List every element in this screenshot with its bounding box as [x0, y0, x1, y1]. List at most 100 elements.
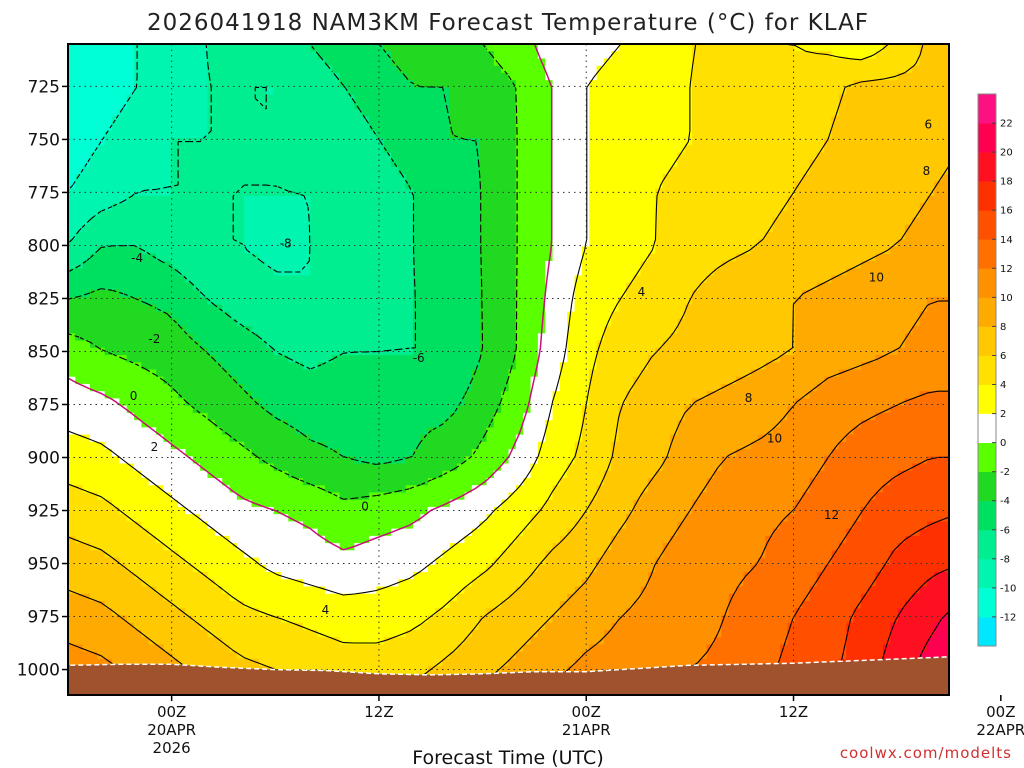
temperature-cell: [339, 130, 348, 139]
temperature-cell: [222, 224, 231, 233]
temperature-cell: [266, 557, 275, 566]
temperature-cell: [280, 550, 289, 559]
temperature-cell: [90, 217, 98, 226]
temperature-cell: [82, 232, 91, 240]
temperature-cell: [339, 203, 348, 211]
temperature-cell: [68, 326, 76, 334]
temperature-cell: [413, 412, 421, 421]
temperature-cell: [435, 268, 444, 277]
temperature-cell: [339, 572, 348, 580]
temperature-cell: [288, 311, 297, 320]
temperature-cell: [163, 232, 172, 240]
temperature-cell: [244, 275, 253, 284]
temperature-cell: [346, 456, 355, 465]
temperature-cell: [192, 521, 201, 530]
temperature-cell: [302, 427, 311, 436]
temperature-cell: [420, 543, 429, 551]
temperature-cell: [295, 58, 304, 67]
temperature-cell: [163, 622, 172, 631]
temperature-cell: [324, 355, 333, 363]
temperature-cell: [68, 159, 76, 168]
temperature-cell: [141, 644, 150, 653]
temperature-cell: [148, 644, 157, 653]
temperature-cell: [258, 593, 267, 602]
temperature-cell: [420, 109, 429, 117]
temperature-cell: [236, 261, 245, 269]
temperature-cell: [244, 485, 253, 494]
temperature-cell: [200, 405, 209, 414]
temperature-cell: [119, 159, 128, 168]
temperature-cell: [178, 253, 187, 262]
temperature-cell: [391, 333, 399, 342]
temperature-cell: [126, 72, 135, 81]
temperature-cell: [82, 87, 91, 96]
temperature-cell: [413, 666, 421, 674]
temperature-cell: [222, 492, 231, 501]
temperature-cell: [391, 217, 399, 226]
temperature-cell: [148, 405, 157, 414]
temperature-cell: [90, 159, 98, 168]
temperature-cell: [192, 528, 201, 537]
temperature-cell: [449, 304, 458, 313]
temperature-cell: [427, 557, 436, 566]
temperature-cell: [112, 485, 120, 494]
temperature-cell: [214, 166, 223, 175]
temperature-cell: [178, 398, 187, 407]
temperature-cell: [442, 441, 451, 450]
temperature-cell: [68, 622, 76, 631]
temperature-cell: [457, 391, 466, 400]
temperature-cell: [104, 391, 113, 400]
temperature-cell: [200, 651, 209, 660]
temperature-cell: [346, 130, 355, 139]
temperature-cell: [258, 333, 267, 342]
temperature-cell: [464, 333, 473, 342]
temperature-cell: [457, 195, 466, 204]
temperature-cell: [361, 181, 370, 190]
temperature-cell: [346, 557, 355, 566]
temperature-cell: [324, 376, 333, 385]
temperature-cell: [295, 434, 304, 443]
temperature-cell: [376, 304, 385, 313]
temperature-cell: [295, 203, 304, 211]
temperature-cell: [354, 658, 363, 667]
temperature-cell: [97, 246, 106, 255]
temperature-cell: [442, 304, 451, 313]
temperature-cell: [244, 478, 253, 486]
temperature-cell: [119, 572, 128, 580]
temperature-cell: [185, 210, 194, 219]
temperature-cell: [258, 80, 267, 88]
temperature-cell: [354, 145, 363, 154]
temperature-cell: [68, 58, 76, 67]
temperature-cell: [178, 564, 187, 573]
temperature-cell: [148, 297, 157, 305]
temperature-cell: [435, 579, 444, 588]
temperature-cell: [90, 261, 98, 269]
temperature-cell: [346, 629, 355, 638]
temperature-cell: [104, 152, 113, 161]
temperature-cell: [273, 195, 282, 204]
temperature-cell: [420, 629, 429, 638]
temperature-cell: [192, 72, 201, 81]
temperature-cell: [163, 145, 172, 154]
temperature-cell: [457, 239, 466, 248]
temperature-cell: [104, 463, 113, 472]
temperature-cell: [185, 550, 194, 559]
temperature-cell: [354, 600, 363, 609]
temperature-cell: [376, 557, 385, 566]
temperature-cell: [295, 80, 304, 88]
temperature-cell: [288, 376, 297, 385]
temperature-cell: [207, 152, 216, 161]
temperature-cell: [295, 138, 304, 146]
temperature-cell: [302, 87, 311, 96]
temperature-cell: [310, 420, 319, 428]
temperature-cell: [346, 340, 355, 349]
temperature-cell: [170, 145, 179, 154]
temperature-cell: [457, 246, 466, 255]
temperature-cell: [185, 579, 194, 588]
temperature-cell: [68, 600, 76, 609]
temperature-cell: [354, 369, 363, 378]
temperature-cell: [295, 420, 304, 428]
temperature-cell: [435, 246, 444, 255]
temperature-cell: [112, 470, 120, 479]
temperature-cell: [405, 420, 414, 428]
